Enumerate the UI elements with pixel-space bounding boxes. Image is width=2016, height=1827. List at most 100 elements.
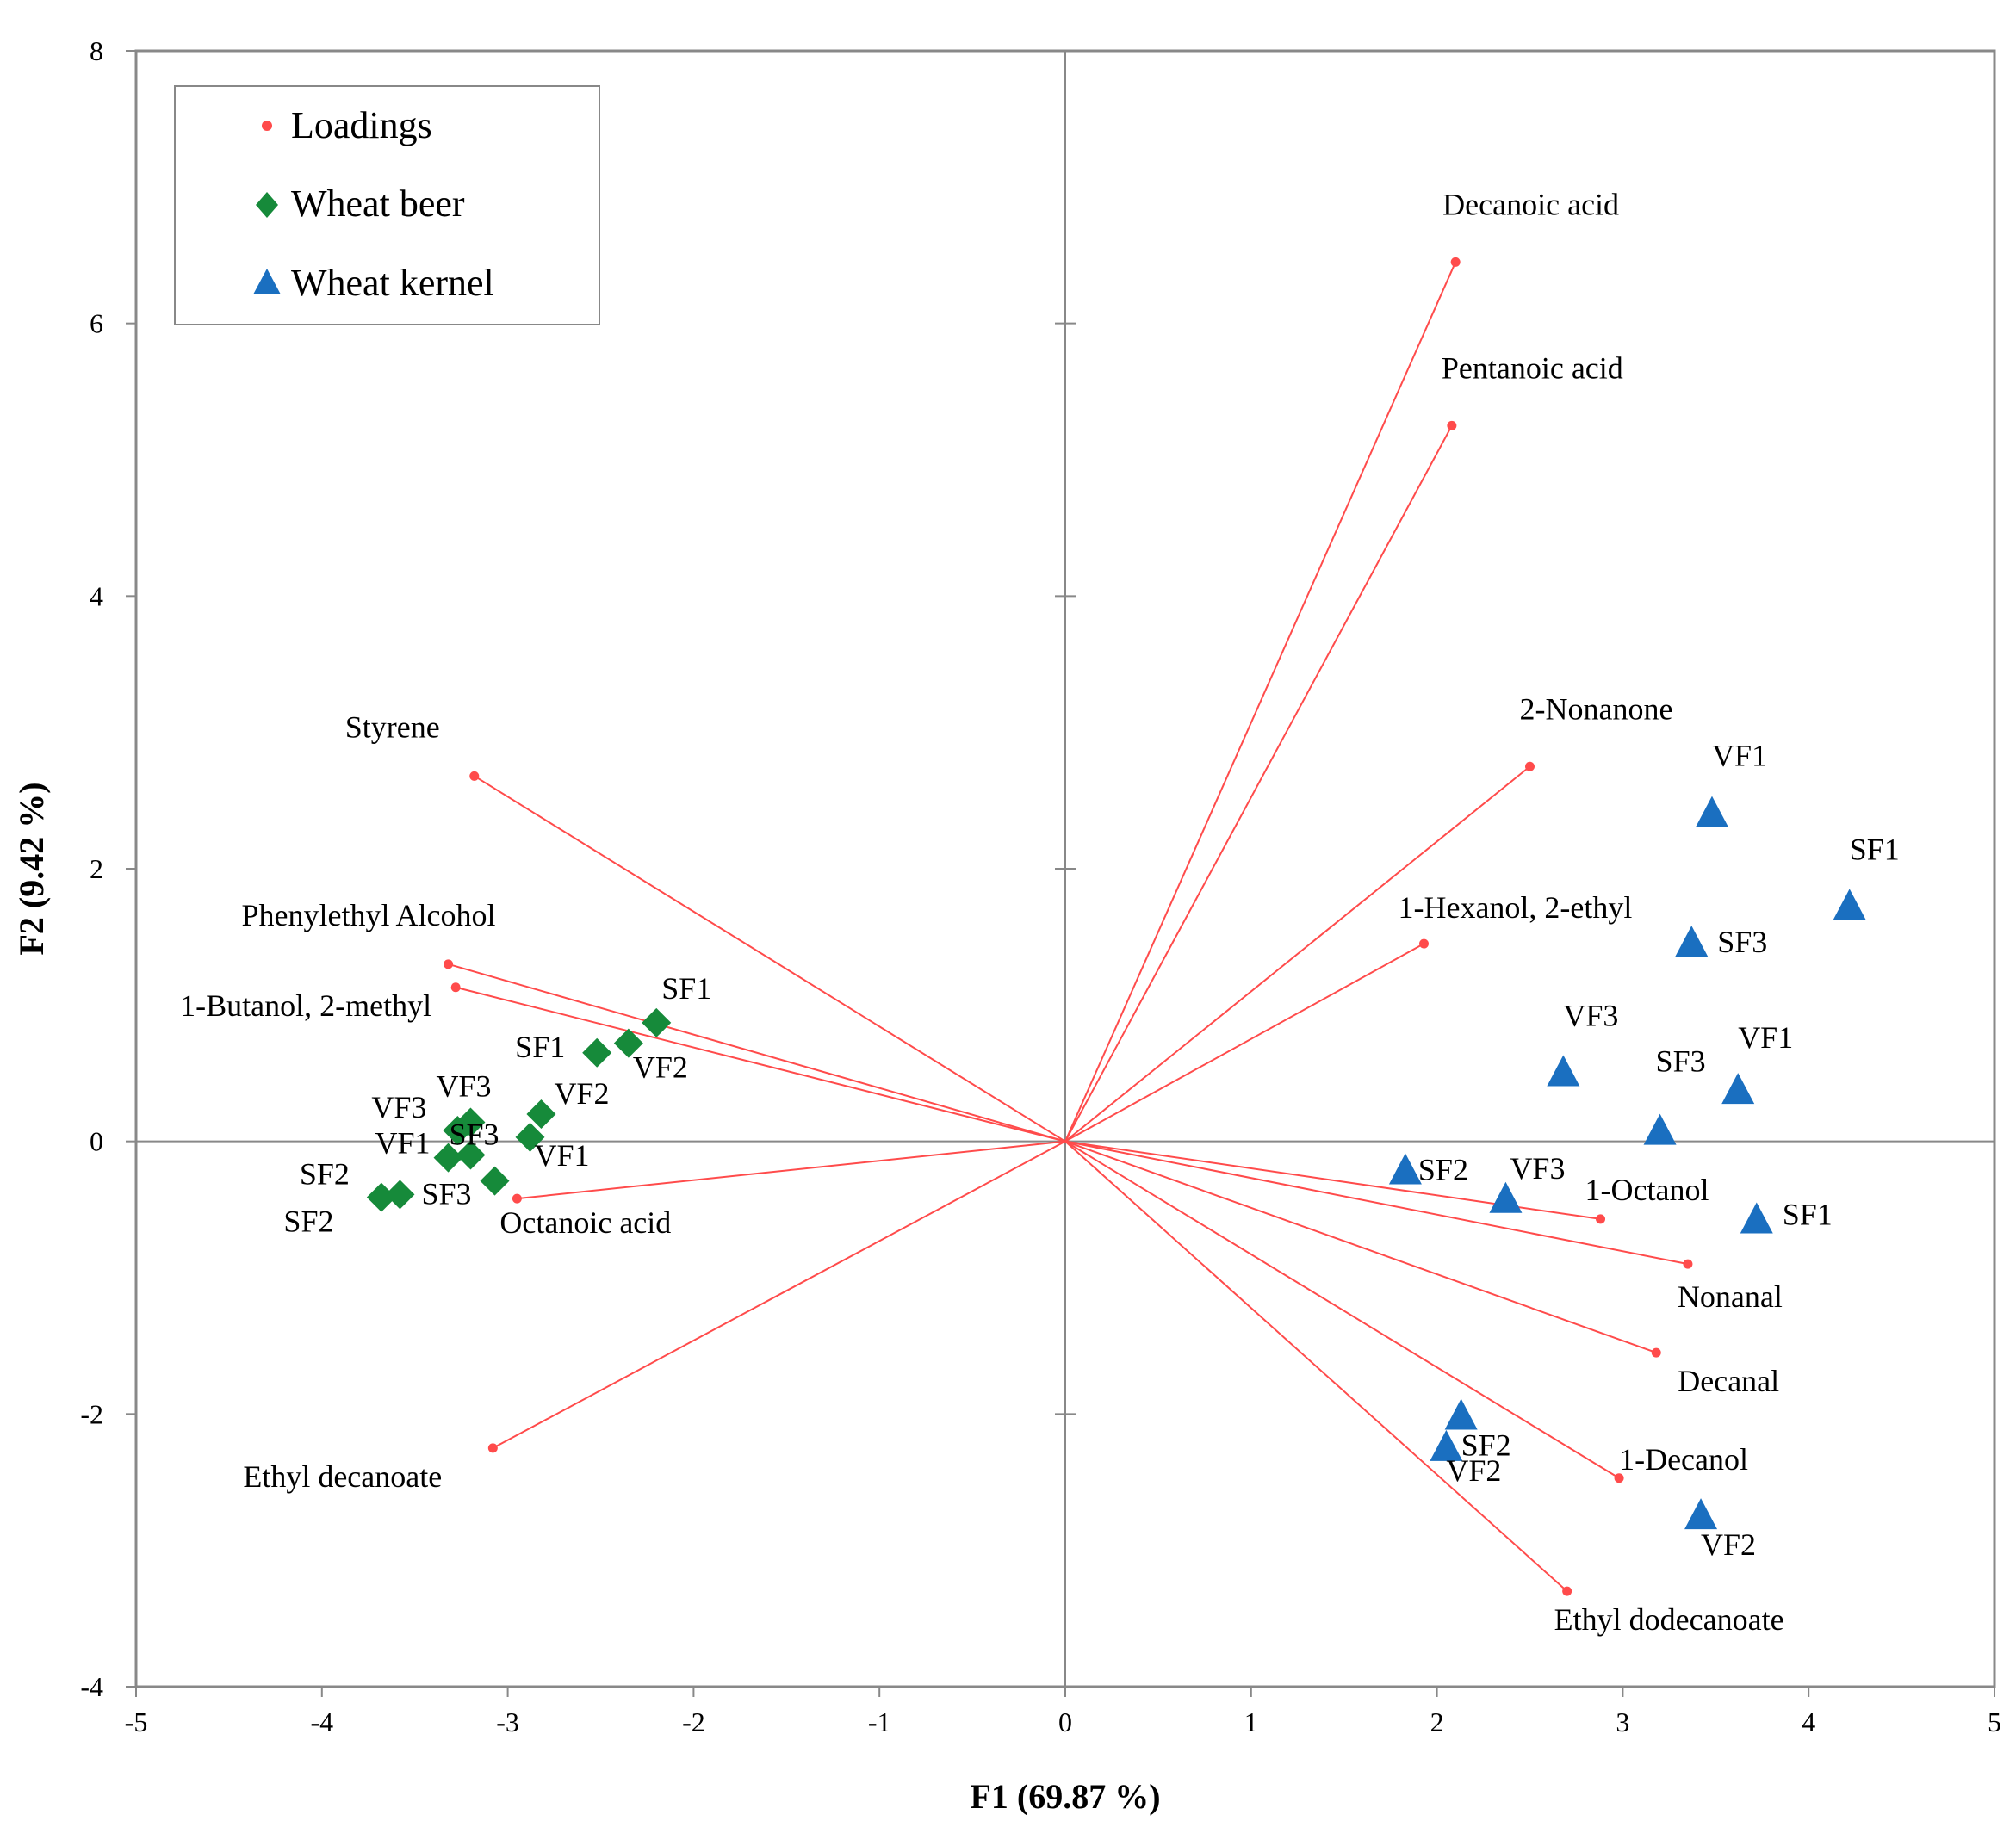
x-tick-label: 3 bbox=[1616, 1706, 1629, 1737]
x-tick-label: 2 bbox=[1430, 1706, 1444, 1737]
loading-vector-1-decanol bbox=[1064, 1140, 1620, 1479]
loading-vector-decanoic-acid bbox=[1064, 262, 1457, 1143]
y-tick-label: 8 bbox=[90, 35, 103, 66]
legend-wheat-beer-label: Wheat beer bbox=[291, 183, 465, 225]
wheat-beer-marker-vf1 bbox=[433, 1143, 463, 1173]
legend: Loadings Wheat beer Wheat kernel bbox=[174, 85, 600, 325]
wheat-kernel-marker-vf1 bbox=[1721, 1073, 1755, 1105]
point-label-wheat-kernel-sf1: SF1 bbox=[1783, 1198, 1833, 1232]
wheat-kernel-marker-sf3 bbox=[1675, 926, 1709, 957]
wheat-beer-marker-sf1 bbox=[582, 1037, 612, 1068]
wheat-kernel-marker-sf2 bbox=[1444, 1398, 1478, 1430]
point-label-wheat-kernel-vf3: VF3 bbox=[1510, 1151, 1565, 1186]
wheat-beer-marker-vf1 bbox=[515, 1122, 545, 1152]
loading-point-1-octanol bbox=[1596, 1214, 1606, 1224]
loading-vector-styrene bbox=[474, 775, 1066, 1143]
axis-ticks: -5 -4 -3 -2 -1 0 1 2 3 4 5 -4 -2 0 2 4 6 8 bbox=[80, 35, 2001, 1737]
y-tick-label: 2 bbox=[90, 853, 103, 884]
legend-loadings-marker bbox=[262, 121, 272, 131]
wheat-kernel-marker-sf3 bbox=[1643, 1113, 1677, 1145]
wheat-kernel-marker-vf2 bbox=[1684, 1498, 1718, 1530]
loading-point-nonanal bbox=[1683, 1259, 1693, 1269]
x-tick-label: -4 bbox=[310, 1706, 333, 1737]
loading-point-phenylethyl-alcohol bbox=[444, 959, 454, 969]
point-label-loadings-styrene: Styrene bbox=[345, 709, 440, 744]
wheat-kernel-marker-vf2 bbox=[1430, 1429, 1463, 1461]
wheat-kernel-marker-sf1 bbox=[1833, 889, 1866, 920]
loading-point-1-butanol-2-methyl bbox=[450, 982, 461, 993]
point-label-wheat-beer-sf1: SF1 bbox=[661, 971, 711, 1006]
point-label-loadings-decanal: Decanal bbox=[1678, 1364, 1779, 1398]
point-label-wheat-kernel-sf1: SF1 bbox=[1850, 832, 1900, 866]
loading-point-octanoic-acid bbox=[512, 1193, 522, 1204]
point-label-wheat-beer-vf1: VF1 bbox=[375, 1126, 431, 1161]
point-label-loadings-nonanal: Nonanal bbox=[1678, 1279, 1783, 1314]
wheat-beer-marker-sf3 bbox=[480, 1166, 510, 1196]
point-label-loadings-octanoic-acid: Octanoic acid bbox=[499, 1205, 671, 1240]
loading-vectors bbox=[448, 262, 1689, 1592]
y-axis-title: F2 (9.42 %) bbox=[12, 782, 51, 955]
point-label-loadings-pentanoic-acid: Pentanoic acid bbox=[1442, 350, 1623, 385]
loading-vector-1-butanol-2-methyl bbox=[455, 986, 1066, 1143]
wheat-beer-marker-sf2 bbox=[366, 1182, 396, 1212]
loading-vector-ethyl-decanoate bbox=[492, 1140, 1066, 1449]
data-markers bbox=[366, 257, 1866, 1596]
point-label-loadings-decanoic-acid: Decanoic acid bbox=[1442, 187, 1619, 221]
wheat-kernel-marker-vf1 bbox=[1695, 796, 1728, 827]
legend-wheat-kernel-marker bbox=[253, 269, 281, 294]
wheat-beer-marker-vf3 bbox=[443, 1116, 473, 1145]
wheat-kernel-marker-sf2 bbox=[1388, 1153, 1422, 1185]
wheat-kernel-marker-vf3 bbox=[1489, 1181, 1523, 1213]
point-label-wheat-kernel-sf2: SF2 bbox=[1461, 1428, 1511, 1463]
x-tick-label: 5 bbox=[1988, 1706, 2001, 1737]
legend-loadings-label: Loadings bbox=[291, 104, 432, 146]
point-label-wheat-beer-sf3: SF3 bbox=[421, 1177, 471, 1211]
loading-vector-nonanal bbox=[1064, 1140, 1689, 1266]
loading-vector-phenylethyl-alcohol bbox=[448, 963, 1066, 1143]
point-label-wheat-kernel-vf2: VF2 bbox=[1446, 1453, 1501, 1488]
point-label-wheat-beer-sf1: SF1 bbox=[515, 1030, 565, 1064]
y-tick-label: -2 bbox=[80, 1398, 103, 1429]
point-label-loadings-phenylethyl-alcohol: Phenylethyl Alcohol bbox=[242, 898, 496, 932]
wheat-beer-marker-vf2 bbox=[613, 1028, 643, 1058]
loading-point-decanoic-acid bbox=[1450, 257, 1461, 267]
loading-vector-pentanoic-acid bbox=[1064, 424, 1453, 1143]
loading-point-styrene bbox=[469, 771, 480, 781]
point-label-wheat-beer-sf2: SF2 bbox=[283, 1204, 333, 1238]
point-label-wheat-beer-sf3: SF3 bbox=[449, 1118, 499, 1152]
point-label-loadings-1-hexanol-2-ethyl: 1-Hexanol, 2-ethyl bbox=[1398, 890, 1632, 925]
x-tick-label: 1 bbox=[1244, 1706, 1258, 1737]
loading-point-pentanoic-acid bbox=[1447, 420, 1457, 430]
point-label-wheat-kernel-sf2: SF2 bbox=[1418, 1153, 1468, 1187]
wheat-beer-marker-sf3 bbox=[456, 1140, 486, 1170]
loading-vector-octanoic-acid bbox=[517, 1140, 1066, 1200]
x-tick-label: -2 bbox=[682, 1706, 705, 1737]
point-label-wheat-beer-sf2: SF2 bbox=[300, 1157, 350, 1192]
point-label-wheat-beer-vf1: VF1 bbox=[534, 1138, 589, 1173]
point-label-loadings-ethyl-dodecanoate: Ethyl dodecanoate bbox=[1554, 1602, 1784, 1637]
point-label-wheat-kernel-vf1: VF1 bbox=[1712, 739, 1767, 773]
legend-wheat-kernel-label: Wheat kernel bbox=[291, 262, 494, 304]
wheat-beer-marker-vf2 bbox=[526, 1099, 556, 1129]
y-tick-label: 0 bbox=[90, 1126, 103, 1157]
point-label-loadings-1-decanol: 1-Decanol bbox=[1619, 1442, 1748, 1477]
wheat-beer-marker-sf1 bbox=[642, 1007, 672, 1037]
x-tick-label: -1 bbox=[868, 1706, 891, 1737]
wheat-kernel-marker-sf1 bbox=[1740, 1202, 1773, 1234]
point-label-wheat-beer-vf2: VF2 bbox=[554, 1076, 609, 1111]
wheat-beer-marker-sf2 bbox=[385, 1180, 415, 1210]
loading-point-decanal bbox=[1651, 1347, 1661, 1358]
point-label-wheat-beer-vf3: VF3 bbox=[371, 1090, 426, 1124]
point-label-loadings-2-nonanone: 2-Nonanone bbox=[1520, 691, 1673, 726]
loading-point-1-hexanol-2-ethyl bbox=[1418, 938, 1429, 949]
point-label-wheat-kernel-sf3: SF3 bbox=[1717, 925, 1767, 959]
x-tick-label: 0 bbox=[1058, 1706, 1072, 1737]
x-tick-label: 4 bbox=[1802, 1706, 1815, 1737]
loading-vector-1-hexanol-2-ethyl bbox=[1064, 943, 1424, 1143]
y-tick-label: 4 bbox=[90, 580, 103, 611]
legend-box bbox=[174, 85, 600, 325]
point-label-wheat-kernel-vf2: VF2 bbox=[1701, 1527, 1756, 1562]
y-tick-label: -4 bbox=[80, 1671, 103, 1702]
wheat-kernel-marker-vf3 bbox=[1547, 1055, 1580, 1087]
